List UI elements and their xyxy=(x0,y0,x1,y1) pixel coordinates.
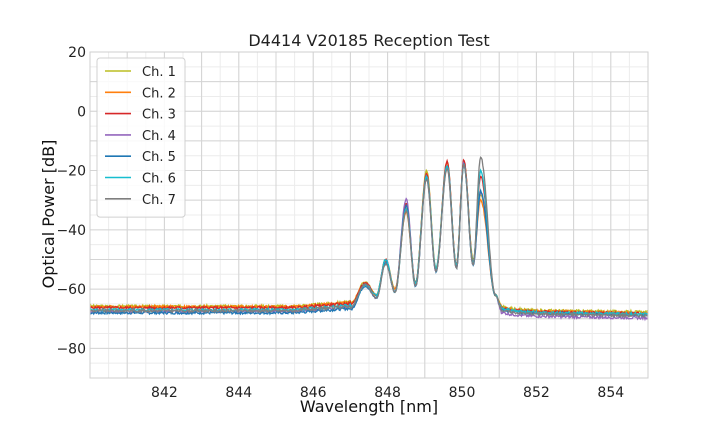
x-tick-label: 852 xyxy=(523,385,550,401)
series-line-7 xyxy=(90,156,648,319)
legend-label: Ch. 7 xyxy=(142,193,176,208)
x-tick-label: 844 xyxy=(225,385,252,401)
legend-label: Ch. 6 xyxy=(142,172,176,187)
legend-label: Ch. 2 xyxy=(142,86,176,101)
x-tick-label: 848 xyxy=(374,385,401,401)
y-tick-label: 0 xyxy=(77,104,86,120)
plot-frame xyxy=(89,51,649,379)
legend: Ch. 1 Ch. 2 Ch. 3 Ch. 4 Ch. 5 Ch. 6 Ch. 7 xyxy=(96,57,186,218)
plot-series xyxy=(90,156,648,322)
x-tick-label: 842 xyxy=(151,385,178,401)
y-tick-label: −60 xyxy=(56,282,86,298)
legend-label: Ch. 1 xyxy=(142,65,176,80)
y-tick-label: 20 xyxy=(68,45,86,61)
legend-label: Ch. 4 xyxy=(142,129,176,144)
x-tick-labels: 842 844 846 848 850 852 854 xyxy=(151,385,624,401)
chart-title: D4414 V20185 Reception Test xyxy=(248,31,489,50)
y-tick-labels: 20 0 −20 −40 −60 −80 xyxy=(56,45,86,357)
x-axis-label: Wavelength [nm] xyxy=(300,397,438,416)
series-line-3 xyxy=(90,158,648,317)
x-tick-label: 846 xyxy=(300,385,327,401)
x-tick-label: 850 xyxy=(449,385,476,401)
y-axis-label: Optical Power [dB] xyxy=(39,140,58,289)
y-tick-label: −40 xyxy=(56,223,86,239)
legend-label: Ch. 5 xyxy=(142,150,176,165)
x-tick-label: 854 xyxy=(597,385,624,401)
y-tick-label: −80 xyxy=(56,341,86,357)
legend-label: Ch. 3 xyxy=(142,108,176,123)
y-tick-label: −20 xyxy=(56,164,86,180)
